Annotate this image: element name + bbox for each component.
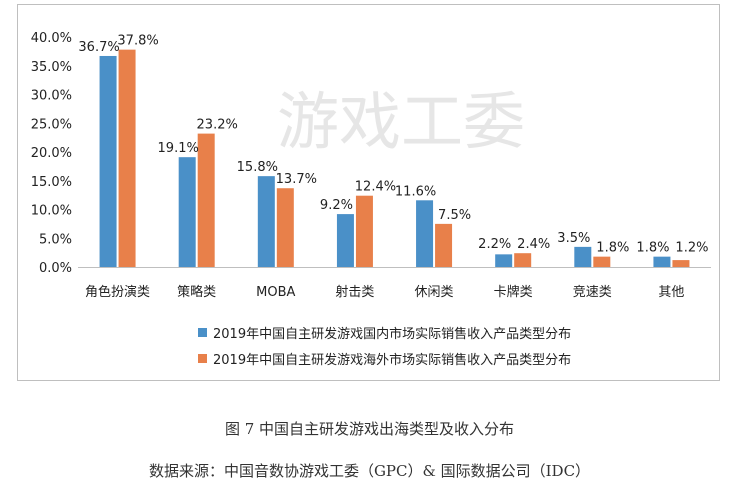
legend-item-domestic: 2019年中国自主研发游戏国内市场实际销售收入产品类型分布 [198,323,571,342]
data-label-overseas: 37.8% [117,34,158,49]
bar-domestic [653,256,671,267]
legend-item-overseas: 2019年中国自主研发游戏海外市场实际销售收入产品类型分布 [198,349,571,368]
legend-label-overseas: 2019年中国自主研发游戏海外市场实际销售收入产品类型分布 [213,353,572,368]
y-tick-label: 25.0% [31,117,72,132]
data-source: 数据来源：中国音数协游戏工委（GPC）& 国际数据公司（IDC） [148,462,591,480]
x-tick-label: 射击类 [335,284,374,300]
figure-caption: 图 7 中国自主研发游戏出海类型及收入分布 [224,420,515,438]
legend-swatch-overseas [198,354,207,363]
data-label-domestic: 9.2% [320,198,353,213]
bar-domestic [574,246,592,267]
data-label-domestic: 11.6% [395,184,436,199]
legend-label-domestic: 2019年中国自主研发游戏国内市场实际销售收入产品类型分布 [213,327,572,342]
x-tick-label: 其他 [658,285,684,300]
data-label-overseas: 1.8% [596,241,629,256]
data-label-domestic: 1.8% [636,241,669,256]
bar-domestic [336,214,354,267]
y-tick-label: 40.0% [31,31,72,46]
bar-domestic [257,176,275,267]
data-label-overseas: 13.7% [276,172,317,187]
y-tick-label: 10.0% [31,204,72,219]
bar-overseas [355,195,373,267]
bar-overseas [435,223,453,267]
bar-overseas [197,133,215,267]
x-tick-label: 角色扮演类 [85,284,150,300]
data-label-domestic: 15.8% [237,160,278,175]
bar-overseas [514,253,532,267]
watermark: 游戏工委 [277,85,525,158]
bar-domestic [495,254,513,267]
legend-swatch-domestic [198,328,207,337]
data-label-domestic: 3.5% [557,231,590,246]
y-tick-label: 5.0% [39,232,72,247]
bar-domestic [99,55,117,267]
x-tick-label: MOBA [256,285,295,300]
x-tick-label: 竞速类 [573,284,612,300]
bar-domestic [416,200,434,267]
bar-overseas [276,188,294,267]
x-tick-label: 卡牌类 [494,284,533,300]
data-label-domestic: 2.2% [478,237,511,252]
y-tick-label: 20.0% [31,146,72,161]
y-tick-label: 30.0% [31,89,72,104]
x-tick-label: 休闲类 [415,285,454,300]
x-tick-label: 策略类 [177,284,216,300]
y-tick-label: 15.0% [31,175,72,190]
y-tick-label: 0.0% [39,261,72,276]
data-label-overseas: 23.2% [197,118,238,133]
bar-overseas [593,256,611,267]
data-label-overseas: 2.4% [517,237,550,252]
y-tick-label: 35.0% [31,60,72,75]
data-label-overseas: 1.2% [675,241,708,256]
data-label-domestic: 19.1% [158,141,199,156]
data-label-domestic: 36.7% [78,40,119,55]
bar-domestic [178,157,196,267]
data-label-overseas: 7.5% [438,208,471,223]
bar-chart: 游戏工委 0.0% 5.0% 10.0% 15.0% 20.0% 25.0% 30.0% 35.… [31,31,711,300]
bar-overseas [672,260,690,267]
chart-frame: 游戏工委 0.0% 5.0% 10.0% 15.0% 20.0% 25.0% 30.0% 35.… [17,4,720,381]
bar-overseas [118,49,136,268]
data-label-overseas: 12.4% [355,180,396,195]
